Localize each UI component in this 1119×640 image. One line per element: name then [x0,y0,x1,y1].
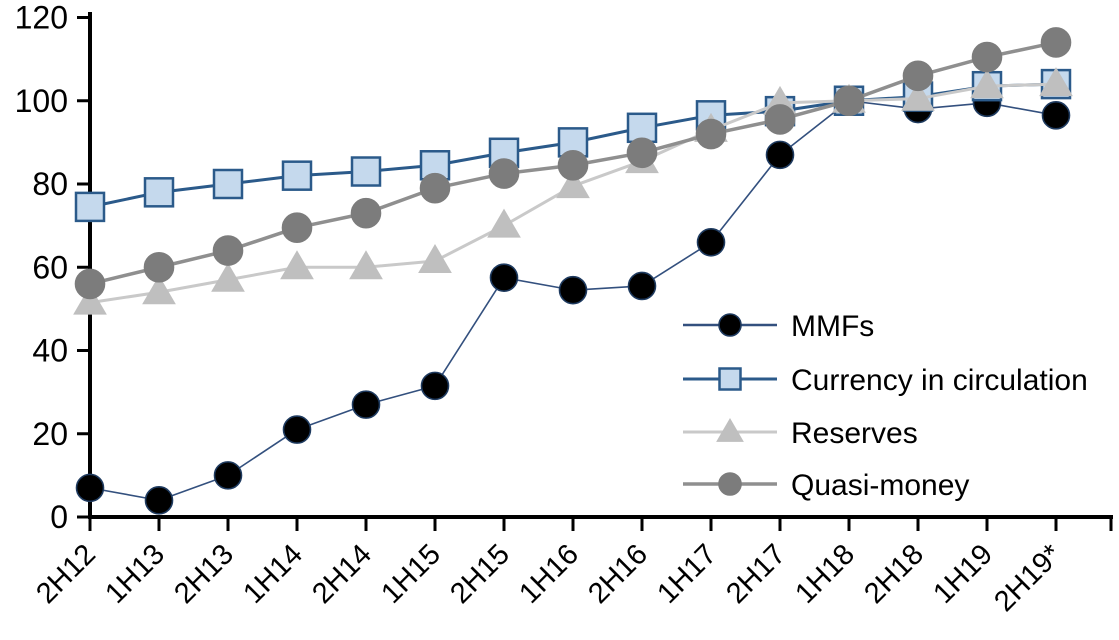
legend-label: Currency in circulation [791,364,1088,397]
data-point [350,197,382,229]
data-point [1040,27,1072,58]
y-axis-tick-label: 120 [15,0,68,36]
x-axis-tick-label: 1H17 [651,538,723,610]
x-axis-tick-label: 2H14 [306,538,378,610]
data-point [212,168,244,200]
x-axis-tick-label: 2H15 [444,538,516,610]
data-point [419,172,451,204]
data-point [833,85,865,117]
y-axis-tick-label: 60 [32,249,68,285]
data-point [211,262,245,292]
x-axis-tick-label: 2H19* [988,538,1068,618]
y-axis-tick-label: 0 [50,499,68,535]
x-axis-tick-label: 2H13 [168,538,240,610]
x-axis-tick-label: 2H12 [30,538,102,610]
data-point [901,81,935,111]
data-point [420,371,450,401]
x-axis-tick-label: 1H13 [99,538,171,610]
data-point [558,275,588,305]
legend-item-reserves: Reserves [683,417,918,450]
data-point [696,227,726,257]
data-point [764,104,796,135]
legend-label: Quasi-money [791,469,969,502]
data-point [144,486,174,515]
data-point [718,313,742,337]
data-point [74,268,106,300]
data-point [489,263,519,292]
y-axis-tick-label: 80 [32,166,68,202]
y-axis-tick-label: 20 [32,416,68,452]
data-point [213,461,243,490]
x-axis-tick-label: 1H14 [237,538,309,610]
data-point [280,250,314,280]
series-mmfs [75,86,1071,515]
legend: MMFs Currency in circulation Reserves Quasi… [683,310,1088,502]
x-axis-tick-label: 2H16 [582,538,654,610]
data-point [142,275,176,305]
legend-item-mmfs: MMFs [683,310,874,343]
legend-item-quasi-money: Quasi-money [683,469,969,502]
x-axis-tick-label: 1H19 [927,538,999,610]
data-point [281,160,313,191]
data-point [349,250,383,280]
x-axis-tick-label: 2H17 [720,538,792,610]
data-point [556,169,590,199]
data-point [143,177,175,208]
data-point [765,140,795,170]
data-point [75,473,105,503]
data-point [350,156,382,187]
data-point [557,149,589,181]
x-axis-tick-label: 2H18 [858,538,930,610]
data-point [143,251,175,283]
y-axis-tick-label: 100 [15,83,68,119]
legend-label: Reserves [791,417,918,450]
data-point [418,244,452,274]
data-point [716,418,744,442]
data-point [902,60,934,92]
data-point [74,191,106,223]
data-point [970,69,1004,99]
x-axis-tick-label: 1H16 [513,538,585,610]
data-point [351,390,381,419]
data-point [487,208,521,238]
data-point [73,285,107,315]
data-point [212,235,244,266]
x-axis-tick-label: 1H15 [375,538,447,610]
data-point [718,367,742,391]
data-point [695,118,727,150]
y-axis-tick-label: 40 [32,333,68,369]
data-point [282,415,312,444]
data-point [627,271,657,301]
data-point [626,137,658,169]
legend-item-currency-in-circulation: Currency in circulation [683,364,1088,397]
data-point [488,158,520,189]
data-point [281,212,313,244]
series-quasi-money [74,27,1072,300]
data-point [971,41,1003,73]
data-point [718,472,742,496]
data-point [1039,67,1073,97]
data-point [1041,101,1071,130]
legend-label: MMFs [791,310,874,343]
x-axis-tick-label: 1H18 [789,538,861,610]
